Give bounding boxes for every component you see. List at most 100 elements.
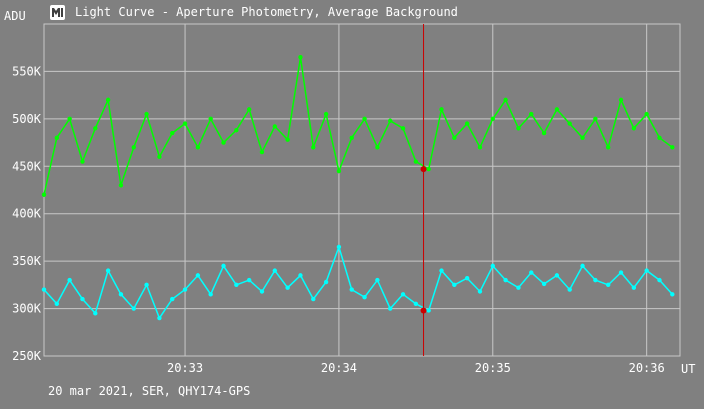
series-1-point [259,149,265,155]
chart-grid [43,23,681,357]
series-1-point [439,107,444,112]
series-2-point [516,285,521,290]
series-2-point [67,277,72,283]
series-2-point [554,273,560,278]
series-1-point [388,118,393,123]
series-2-point [298,273,303,278]
series-1-point [413,159,419,164]
series-1-point [323,111,329,117]
series-2-point [567,287,572,292]
series-2-point [80,296,85,302]
series-1-point [311,145,316,150]
series-2-point [670,292,675,297]
y-tick-label: 400K [12,207,42,221]
series-1-point [80,159,85,164]
plot-frame [43,23,681,357]
series-2-point [580,263,585,269]
series-1-point [541,130,547,136]
series-2-point [426,308,431,313]
series-1-point [618,97,624,103]
series-2-point [323,279,329,285]
light-curve-app-icon[interactable] [50,4,65,20]
series-1-point [285,137,290,142]
series-1-line [43,57,673,195]
series-2-point [490,263,495,269]
series-1-point [529,111,534,117]
series-1-point [221,140,226,145]
series-1-point [567,121,572,126]
series-1-point [157,154,162,159]
series-2-line [43,244,673,320]
x-tick-label: 20:35 [475,361,511,375]
y-tick-label: 300K [12,302,42,316]
series-2-point [157,315,162,321]
series-2-point [54,301,60,307]
chart-cursor[interactable] [420,24,427,356]
series-1-point [490,116,495,122]
series-2-point [657,277,662,283]
series-1-point [67,116,72,122]
series-1-point [516,126,521,131]
series-1-point [131,145,136,150]
series-1-point [503,97,508,103]
series-1-point [452,135,457,141]
series-2-point [272,268,278,273]
series-2-point [221,263,226,269]
series-2-point [208,292,213,297]
series-1-point [605,145,611,150]
series-2-point [618,270,624,275]
series-2-point [349,287,354,292]
series-2-point [477,289,483,294]
series-1-point [182,121,188,126]
series-2-point [131,306,136,311]
series-1-point [234,128,239,133]
series-2-point [529,270,534,275]
series-1-point [477,145,483,150]
series-2-point [195,273,201,278]
series-1-point [144,111,149,117]
series-2-point [182,287,188,292]
series-2-point [464,276,470,281]
series-2-point [388,306,393,311]
series-2-point [439,268,444,273]
series-2-point [631,285,637,290]
series-2-point [605,282,611,288]
y-tick-label: 450K [12,159,42,173]
y-axis-label: ADU [4,9,26,23]
y-tick-label: 500K [12,112,42,126]
series-1-point [375,145,380,150]
chart-title: Light Curve - Aperture Photometry, Avera… [75,5,458,19]
series-2-point [541,281,547,287]
series-2-point [311,296,316,302]
x-tick-label: 20:36 [629,361,665,375]
chart-ticks: 250K 300K 350K 400K 450K 500K 550K 20:33 20:34 20… [12,64,665,375]
series-1-point [657,135,662,141]
series-1-point [670,145,675,150]
series-1-point [93,126,98,131]
series-1-point [426,166,431,172]
series-1-point [41,192,47,197]
series-1-point [644,111,649,117]
y-tick-label: 250K [12,349,42,363]
series-1-point [580,135,585,141]
series-2-point [118,292,124,297]
series-2-point [144,282,149,288]
series-2-point [400,292,406,297]
cursor-marker [420,307,427,314]
chart-plot-area [41,55,675,321]
series-1-point [54,135,60,141]
series-2-point [362,294,367,300]
x-tick-label: 20:33 [167,361,203,375]
x-axis-label: UT [681,362,696,376]
series-1-point [272,124,278,129]
series-1-point [298,55,303,60]
series-2-point [375,277,380,283]
series-1-point [118,183,124,188]
series-2-point [413,301,419,307]
series-1-point [246,107,252,112]
series-1-point [170,130,175,136]
series-2-point [246,277,252,283]
series-2-point [285,285,290,290]
